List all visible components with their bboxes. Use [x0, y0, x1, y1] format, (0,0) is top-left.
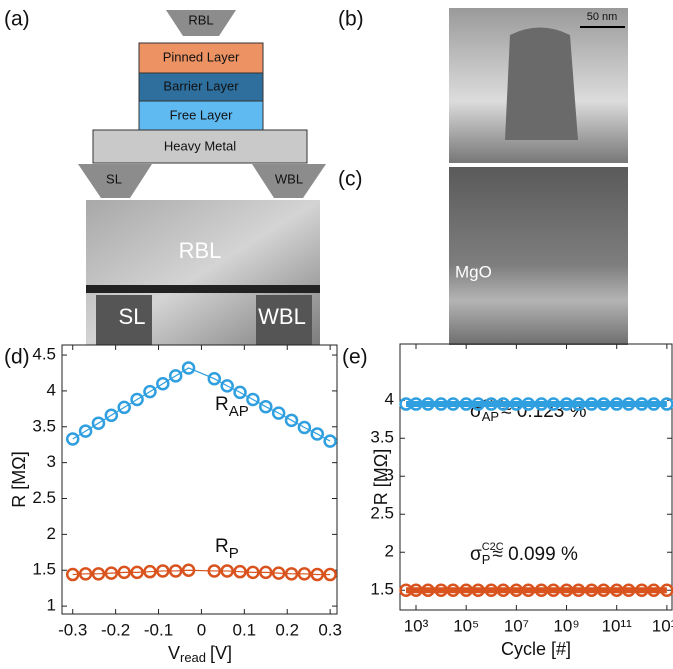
- y-tick-label: 2: [47, 524, 56, 543]
- y-axis-label: R [MΩ]: [371, 449, 391, 505]
- x-tick-label: 0.1: [233, 620, 257, 639]
- y-tick-label: 4.5: [32, 345, 56, 364]
- scale-label: 50 nm: [587, 11, 618, 23]
- x-tick-label: 0: [197, 620, 206, 639]
- panel-label: (a): [4, 8, 30, 31]
- y-tick-label: 3: [47, 452, 56, 471]
- micrograph: [449, 167, 628, 345]
- x-axis-label-sub: read: [180, 650, 206, 665]
- x-axis-label-main: Cycle [#]: [501, 639, 571, 659]
- page: (a) (b) (c) (d) (e) RBL Pinned Layer Bar…: [0, 0, 673, 669]
- x-tick-label: -0.3: [58, 620, 87, 639]
- y-tick-label: 1.5: [370, 580, 394, 599]
- y-tick-label: 4: [385, 390, 394, 409]
- y-tick-label: 1: [47, 596, 56, 615]
- micrograph-label: WBL: [258, 304, 306, 329]
- panel-label: (c): [338, 168, 363, 191]
- x-axis-label: Vread [V]: [168, 643, 232, 666]
- diagram-label: Pinned Layer: [163, 49, 240, 64]
- y-tick-label: 2.5: [32, 488, 56, 507]
- x-tick-label: 0.2: [275, 620, 299, 639]
- panel-label: (e): [342, 346, 368, 369]
- metal-line: [86, 285, 320, 293]
- annotation: RP: [215, 536, 239, 562]
- annotation-sub: AP: [229, 403, 249, 420]
- x-tick-label: 0.3: [318, 620, 342, 639]
- annotation-sub: AP: [482, 409, 499, 424]
- micrograph-label: SL: [119, 304, 146, 329]
- plot-frame: [400, 344, 672, 610]
- annotation-main: R: [215, 394, 229, 415]
- x-tick-label: 10⁵: [453, 616, 479, 635]
- x-tick-label: 10⁹: [553, 616, 579, 635]
- y-tick-label: 4: [47, 380, 56, 399]
- annotation-text: ≈ 0.099 %: [492, 544, 578, 565]
- annotation-main: σ: [470, 544, 482, 565]
- y-tick-label: 1.5: [32, 560, 56, 579]
- panel-label: (b): [338, 8, 364, 31]
- x-tick-label: 10¹¹: [602, 616, 633, 635]
- diagram-label: Heavy Metal: [164, 138, 236, 153]
- annotation-main: R: [215, 536, 229, 557]
- micrograph-label: RBL: [179, 238, 222, 263]
- diagram-label: SL: [106, 171, 122, 186]
- diagram-label: RBL: [188, 12, 213, 27]
- x-axis-label: Cycle [#]: [501, 639, 571, 659]
- series-line: [73, 570, 330, 574]
- series-line: [73, 368, 330, 441]
- annotation-sub: P: [229, 545, 239, 562]
- annotation: σC2CP≈ 0.099 %: [470, 541, 578, 568]
- diagram-label: Barrier Layer: [163, 78, 239, 93]
- annotation-sub: P: [482, 552, 491, 567]
- x-tick-label: 10³: [404, 616, 429, 635]
- diagram-label: WBL: [275, 171, 303, 186]
- x-tick-label: 10⁷: [504, 616, 529, 635]
- pillar: [505, 28, 578, 141]
- figure: (a) (b) (c) (d) (e) RBL Pinned Layer Bar…: [0, 0, 673, 669]
- y-tick-label: 2: [385, 542, 394, 561]
- micrograph-label: MgO: [455, 262, 492, 281]
- x-tick-label: -0.1: [144, 620, 173, 639]
- x-axis-label-unit: [V]: [210, 643, 232, 663]
- y-tick-label: 3.5: [32, 416, 56, 435]
- x-axis-label-main: V: [168, 643, 180, 663]
- panel-label: (d): [4, 346, 30, 369]
- x-tick-label: -0.2: [101, 620, 130, 639]
- y-tick-label: 3.5: [370, 428, 394, 447]
- y-axis-label: R [MΩ]: [9, 451, 29, 507]
- diagram-label: Free Layer: [170, 107, 234, 122]
- y-tick-label: 2.5: [370, 504, 394, 523]
- x-tick-label: 10¹³: [652, 616, 673, 635]
